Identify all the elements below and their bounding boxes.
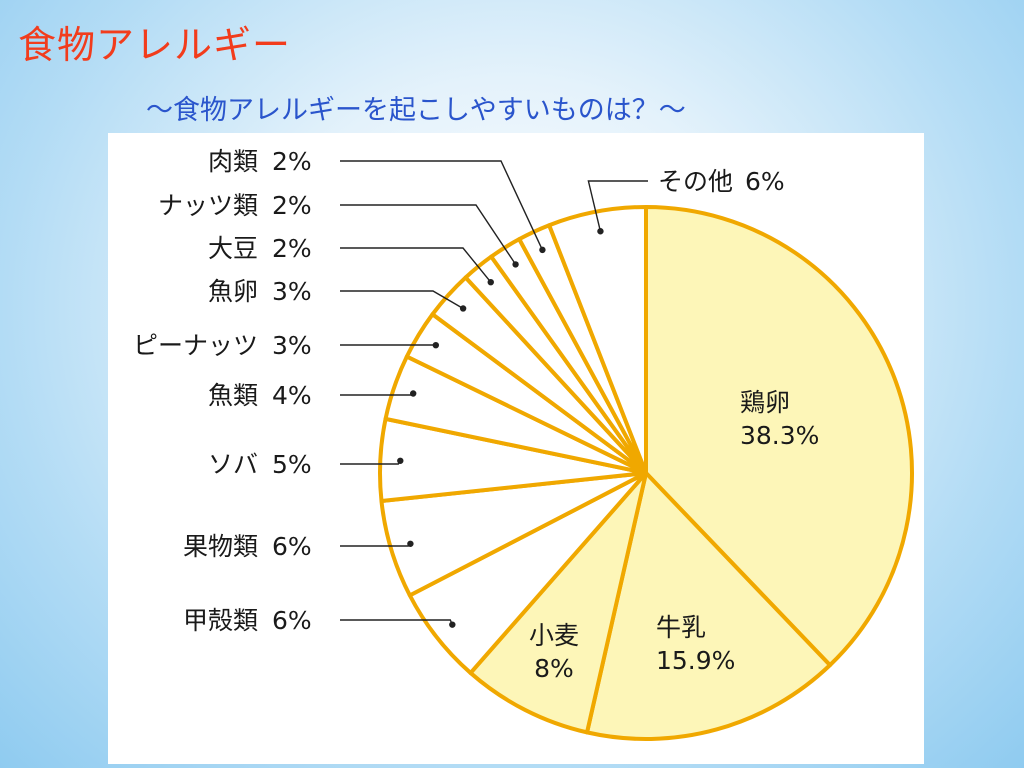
slice-name-label-0: 鶏卵 xyxy=(740,388,790,417)
outside-name-label-8: 魚卵 xyxy=(208,277,258,306)
pie-slice-2 xyxy=(468,471,648,735)
slice-value-label-1: 15.9% xyxy=(656,646,735,675)
outside-value-label-9: 2% xyxy=(272,234,312,263)
outside-value-label-8: 3% xyxy=(272,277,312,306)
outside-value-label-3: 6% xyxy=(272,606,312,635)
outside-name-label-12: その他 xyxy=(658,167,733,196)
slices-layer xyxy=(378,205,914,741)
pie-chart: 鶏卵 38.3% 牛乳 15.9% 小麦 8% 甲殻類 6% 果物類 6% ソバ 5% 魚類 4% ピーナッ… xyxy=(133,147,914,741)
leader-dot-8 xyxy=(459,305,467,312)
leader-line-4 xyxy=(340,543,411,547)
outside-name-label-10: ナッツ類 xyxy=(158,191,258,220)
leader-line-10 xyxy=(340,204,517,265)
leaders-layer xyxy=(340,160,648,628)
outside-value-label-7: 3% xyxy=(272,331,312,360)
leader-dot-7 xyxy=(432,341,440,349)
leader-line-11 xyxy=(340,160,544,251)
outside-value-label-4: 6% xyxy=(272,532,312,561)
leader-dot-5 xyxy=(397,457,404,464)
leader-line-3 xyxy=(340,619,453,625)
leader-line-9 xyxy=(340,247,492,283)
slide-title: 食物アレルギー xyxy=(18,23,292,67)
outside-name-label-6: 魚類 xyxy=(208,381,258,410)
pie-slice-1 xyxy=(585,471,832,741)
leader-dot-6 xyxy=(410,390,417,397)
chart-panel: 鶏卵 38.3% 牛乳 15.9% 小麦 8% 甲殻類 6% 果物類 6% ソバ 5% 魚類 4% ピーナッ… xyxy=(108,133,924,764)
outside-value-label-11: 2% xyxy=(272,147,312,176)
leader-line-5 xyxy=(340,460,401,465)
outside-name-label-4: 果物類 xyxy=(183,532,258,561)
outside-value-label-6: 4% xyxy=(272,381,312,410)
outside-name-label-9: 大豆 xyxy=(208,234,258,263)
outside-name-label-5: ソバ xyxy=(208,450,258,479)
slide-subtitle: ～食物アレルギーを起こしやすいものは？～ xyxy=(146,95,686,126)
labels-layer: 鶏卵 38.3% 牛乳 15.9% 小麦 8% 甲殻類 6% 果物類 6% ソバ 5% 魚類 4% ピーナッ… xyxy=(133,147,819,683)
leader-line-12 xyxy=(587,180,648,232)
pie-slice-0 xyxy=(644,205,914,668)
slice-name-label-2: 小麦 xyxy=(529,621,579,650)
slice-value-label-2: 8% xyxy=(534,654,574,683)
outside-name-label-11: 肉類 xyxy=(208,147,258,176)
outside-value-label-12: 6% xyxy=(745,167,785,196)
leader-line-8 xyxy=(340,290,464,310)
outside-name-label-3: 甲殻類 xyxy=(183,606,258,635)
outside-value-label-5: 5% xyxy=(272,450,312,479)
pie-slice-12 xyxy=(547,205,648,475)
outside-name-label-7: ピーナッツ xyxy=(133,331,258,360)
outside-value-label-10: 2% xyxy=(272,191,312,220)
slice-value-label-0: 38.3% xyxy=(740,421,819,450)
slice-name-label-1: 牛乳 xyxy=(656,613,706,642)
